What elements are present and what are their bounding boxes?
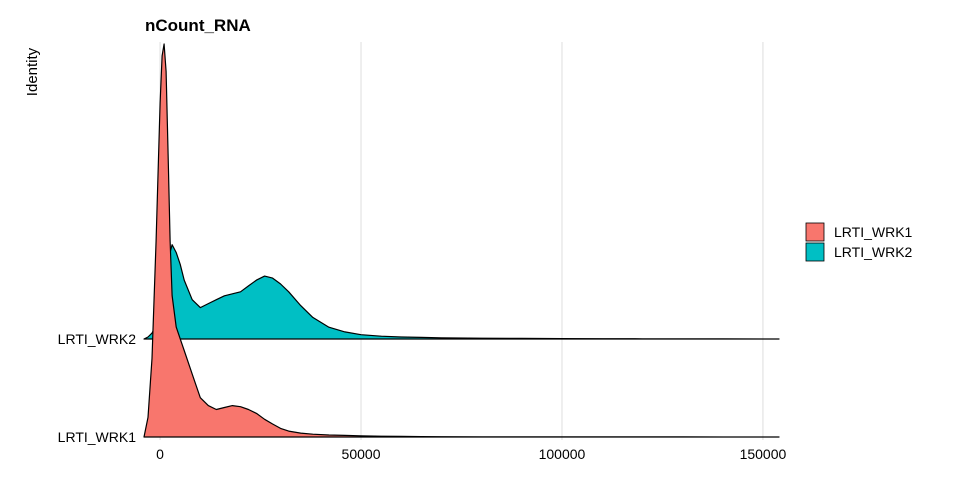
legend-swatch-wrk1: [805, 222, 825, 242]
ridge-lrti_wrk1: [143, 43, 780, 438]
legend-label-wrk2: LRTI_WRK2: [834, 244, 913, 260]
x-tick-label: 0: [156, 446, 164, 462]
y-tick-labels: LRTI_WRK1 LRTI_WRK2: [58, 331, 137, 445]
ridge-layer: [143, 43, 780, 438]
y-tick-label: LRTI_WRK1: [58, 429, 137, 445]
legend: LRTI_WRK1 LRTI_WRK2: [805, 222, 913, 262]
x-tick-labels: 0 50000 100000 150000: [156, 446, 786, 462]
x-tick-label: 100000: [539, 446, 586, 462]
y-axis-label: Identity: [24, 47, 41, 96]
chart-title: nCount_RNA: [145, 16, 251, 35]
x-tick-label: 50000: [342, 446, 381, 462]
legend-label-wrk1: LRTI_WRK1: [834, 224, 913, 240]
y-tick-label: LRTI_WRK2: [58, 331, 137, 347]
x-tick-label: 150000: [740, 446, 787, 462]
ridge-lrti_wrk2: [143, 244, 780, 340]
legend-swatch-wrk2: [805, 242, 825, 262]
grid-layer: [159, 42, 764, 440]
